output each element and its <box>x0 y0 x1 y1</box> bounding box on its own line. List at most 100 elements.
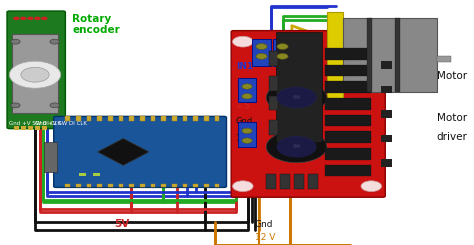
Bar <box>381 159 392 167</box>
Bar <box>204 184 209 187</box>
Bar <box>183 184 188 187</box>
Bar <box>280 174 291 189</box>
Bar <box>325 65 371 76</box>
Bar <box>269 76 278 91</box>
Bar <box>28 126 33 130</box>
Bar <box>269 51 278 66</box>
Polygon shape <box>98 138 149 165</box>
FancyBboxPatch shape <box>54 116 227 187</box>
Bar <box>87 116 91 121</box>
Bar <box>129 116 134 121</box>
Circle shape <box>9 61 61 88</box>
Text: Gnd +V SW DI CLK: Gnd +V SW DI CLK <box>35 121 87 126</box>
FancyBboxPatch shape <box>7 11 65 129</box>
Bar <box>21 126 26 130</box>
Bar <box>76 116 81 121</box>
Bar <box>252 39 271 66</box>
Bar <box>108 184 113 187</box>
Text: driver: driver <box>437 132 467 142</box>
Bar <box>35 126 40 130</box>
Circle shape <box>242 94 252 99</box>
Circle shape <box>277 87 316 108</box>
Circle shape <box>21 67 49 82</box>
Bar <box>162 184 166 187</box>
Bar <box>325 48 371 60</box>
Bar <box>140 116 145 121</box>
Circle shape <box>256 44 267 49</box>
Text: Gnd +V SW DI CLK: Gnd +V SW DI CLK <box>9 121 61 126</box>
Bar <box>172 184 177 187</box>
Bar <box>65 116 70 121</box>
Bar <box>327 12 343 98</box>
Circle shape <box>277 44 288 49</box>
Circle shape <box>277 136 316 157</box>
Bar <box>193 184 198 187</box>
Circle shape <box>233 36 253 47</box>
FancyBboxPatch shape <box>231 31 385 197</box>
Text: @@: @@ <box>292 145 301 149</box>
Bar <box>119 116 123 121</box>
Bar <box>381 86 392 93</box>
Bar <box>343 18 437 92</box>
Bar <box>151 184 155 187</box>
Circle shape <box>266 131 327 163</box>
Bar <box>119 184 123 187</box>
Bar <box>381 110 392 118</box>
Text: IN1: IN1 <box>236 62 253 71</box>
Circle shape <box>277 53 288 59</box>
Bar <box>172 116 177 121</box>
Circle shape <box>20 17 27 20</box>
Circle shape <box>11 103 20 108</box>
Bar <box>325 148 371 160</box>
Bar <box>129 184 134 187</box>
Bar <box>325 98 371 110</box>
Bar <box>14 126 18 130</box>
Circle shape <box>266 82 327 113</box>
Text: Gnd: Gnd <box>236 117 253 126</box>
Text: IN2: IN2 <box>236 80 253 89</box>
Circle shape <box>27 17 34 20</box>
Circle shape <box>50 39 59 44</box>
Bar <box>140 184 145 187</box>
Bar <box>381 61 392 69</box>
Bar <box>269 120 278 135</box>
Circle shape <box>242 138 252 143</box>
Bar <box>162 116 166 121</box>
Bar <box>325 115 371 126</box>
Bar <box>308 174 319 189</box>
Text: Motor: Motor <box>437 71 467 81</box>
Text: 12 V: 12 V <box>255 233 275 242</box>
Circle shape <box>242 128 252 134</box>
Text: @@: @@ <box>292 96 301 99</box>
Bar <box>266 174 276 189</box>
Bar <box>45 142 57 172</box>
Bar <box>238 122 256 147</box>
Bar <box>273 39 292 66</box>
Circle shape <box>256 53 267 59</box>
Circle shape <box>233 181 253 192</box>
Text: +5: +5 <box>236 102 250 111</box>
Bar <box>151 116 155 121</box>
Bar <box>97 184 102 187</box>
Bar <box>215 184 219 187</box>
Circle shape <box>361 36 382 47</box>
Bar <box>183 116 188 121</box>
Bar <box>437 56 451 62</box>
Bar <box>395 18 400 92</box>
Text: 12 V: 12 V <box>236 134 255 143</box>
Bar <box>76 184 81 187</box>
Bar <box>381 135 392 142</box>
Circle shape <box>361 181 382 192</box>
Bar <box>275 32 322 142</box>
Text: Gnd: Gnd <box>255 220 273 229</box>
Bar <box>215 116 219 121</box>
Bar <box>193 116 198 121</box>
Bar <box>325 165 371 176</box>
Bar <box>269 96 278 110</box>
Bar <box>65 184 70 187</box>
Bar <box>42 126 47 130</box>
Bar <box>325 81 371 93</box>
Bar <box>87 184 91 187</box>
Bar <box>108 116 113 121</box>
Text: Rotary
encoder: Rotary encoder <box>73 14 120 35</box>
